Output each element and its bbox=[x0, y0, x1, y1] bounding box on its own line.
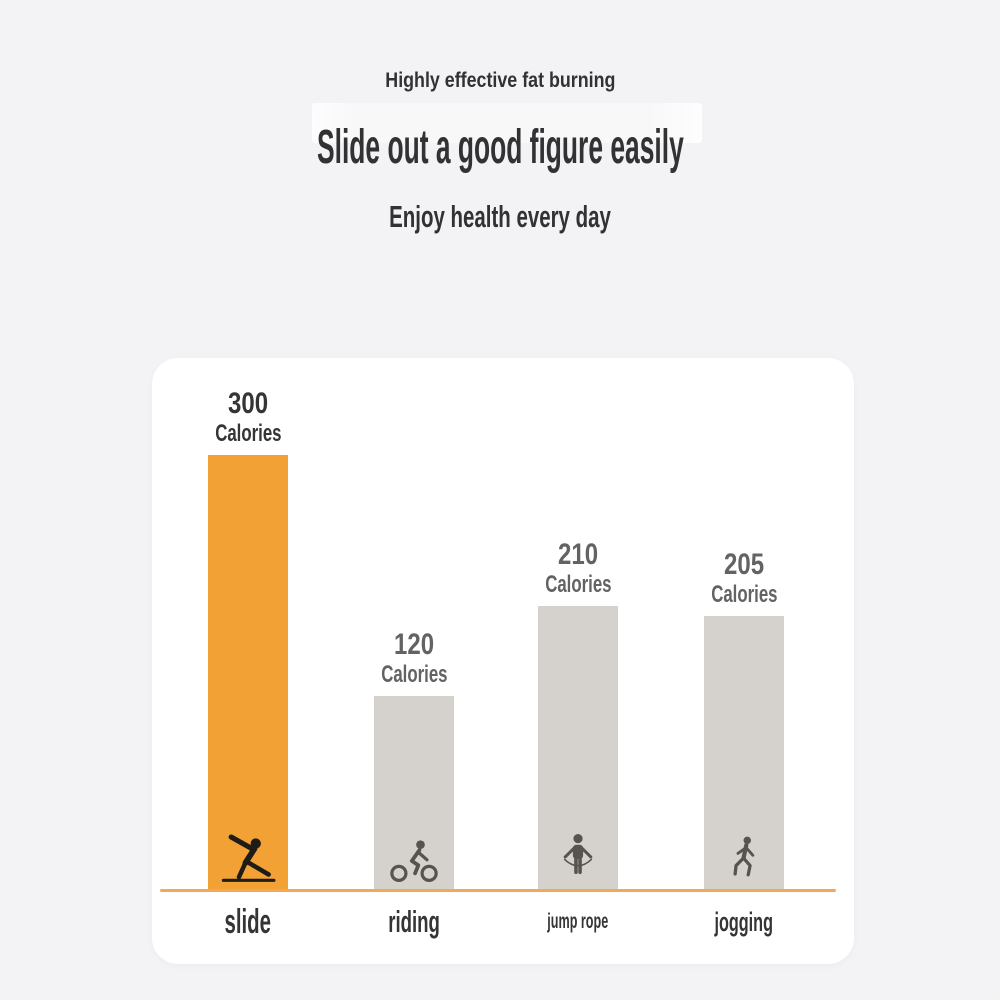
tagline: Highly effective fat burning bbox=[0, 70, 1000, 91]
slide-icon bbox=[208, 833, 288, 885]
title-highlight-band bbox=[312, 103, 702, 143]
jump-rope-icon bbox=[538, 831, 618, 885]
bar-value-label: 205 Calories bbox=[710, 548, 778, 609]
bar-category-label: slide bbox=[224, 903, 272, 941]
bar-slide bbox=[208, 455, 288, 891]
chart-baseline-axis bbox=[160, 889, 836, 892]
bar-jogging bbox=[704, 616, 784, 891]
bar-category-label: jump rope bbox=[547, 910, 609, 933]
bar-riding bbox=[374, 696, 454, 891]
bar-group-jogging: 205 Calories bbox=[649, 358, 839, 964]
cyclist-icon bbox=[374, 839, 454, 885]
page-title: Slide out a good figure easily bbox=[0, 124, 1000, 172]
bar-category-label: riding bbox=[388, 904, 440, 939]
bar-group-slide: 300 Calories bbox=[153, 358, 343, 964]
page-subtitle-text: Enjoy health every day bbox=[389, 199, 611, 234]
bar-group-jump-rope: 210 Calories bbox=[483, 358, 673, 964]
calories-bar-chart: 300 Calories bbox=[152, 358, 854, 964]
tagline-text: Highly effective fat burning bbox=[384, 69, 616, 92]
bar-group-riding: 120 Calories riding bbox=[319, 358, 509, 964]
bar-value-label: 120 Calories bbox=[380, 628, 448, 689]
page-subtitle: Enjoy health every day bbox=[0, 201, 1000, 232]
page-title-text: Slide out a good figure easily bbox=[316, 121, 684, 174]
bar-jump-rope bbox=[538, 606, 618, 891]
calories-chart-card: 300 Calories bbox=[152, 358, 854, 964]
bar-value-label: 210 Calories bbox=[544, 538, 612, 599]
bar-value-label: 300 Calories bbox=[214, 387, 282, 448]
jogging-icon bbox=[704, 833, 784, 885]
bar-category-label: jogging bbox=[714, 907, 774, 937]
